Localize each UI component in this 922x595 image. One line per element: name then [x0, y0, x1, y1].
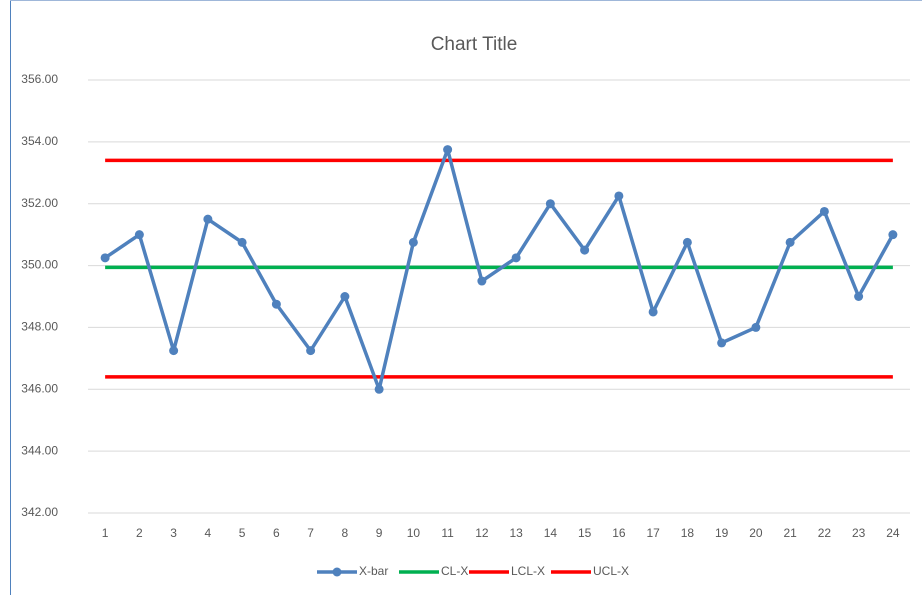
point — [134, 230, 144, 240]
legend-label: UCL-X — [593, 564, 629, 578]
point — [854, 292, 864, 301]
x-tick-label: 12 — [475, 526, 489, 540]
x-tick-label: 3 — [170, 526, 177, 540]
point — [237, 237, 247, 247]
x-tick-label: 19 — [715, 526, 729, 540]
x-tick-label: 9 — [376, 526, 383, 540]
x-tick-label: 5 — [239, 526, 246, 540]
legend-label: CL-X — [441, 564, 468, 578]
point — [545, 199, 555, 209]
x-tick-label: 15 — [578, 526, 592, 540]
x-tick-label: 23 — [852, 526, 866, 540]
point — [271, 299, 281, 309]
y-tick-label: 346.00 — [21, 381, 58, 395]
point — [477, 276, 487, 286]
y-tick-label: 352.00 — [21, 196, 58, 210]
x-tick-label: 21 — [783, 526, 797, 540]
x-tick-label: 22 — [818, 526, 832, 540]
x-tick-label: 6 — [273, 526, 280, 540]
x-tick-label: 17 — [646, 526, 660, 540]
y-tick-label: 344.00 — [21, 443, 58, 457]
x-tick-label: 1 — [102, 526, 109, 540]
legend-label: X-bar — [359, 564, 388, 578]
point — [306, 346, 316, 356]
x-tick-label: 11 — [441, 526, 454, 540]
point — [888, 230, 898, 240]
x-tick-label: 10 — [407, 526, 421, 540]
x-tick-label: 2 — [136, 526, 143, 540]
point — [100, 253, 110, 263]
y-tick-label: 350.00 — [21, 258, 58, 272]
point — [819, 206, 829, 216]
x-tick-label: 20 — [749, 526, 763, 540]
point — [751, 322, 761, 332]
point — [614, 191, 624, 201]
x-tick-label: 13 — [509, 526, 523, 540]
chart-title: Chart Title — [431, 34, 518, 55]
point — [408, 237, 418, 247]
point — [648, 307, 658, 317]
y-tick-label: 342.00 — [21, 505, 58, 519]
point — [511, 253, 521, 263]
x-tick-label: 8 — [342, 526, 349, 540]
series-line — [104, 147, 895, 392]
x-tick-label: 7 — [307, 526, 314, 540]
point — [340, 292, 350, 301]
x-tick-label: 18 — [681, 526, 695, 540]
point — [580, 245, 590, 255]
point — [203, 214, 213, 224]
point — [169, 346, 179, 356]
x-tick-label: 4 — [205, 526, 212, 540]
y-tick-label: 354.00 — [21, 134, 58, 148]
point — [443, 145, 453, 155]
x-tick-label: 24 — [886, 526, 900, 540]
point — [717, 338, 727, 348]
point — [682, 237, 692, 247]
x-tick-label: 16 — [612, 526, 626, 540]
y-tick-label: 356.00 — [21, 72, 58, 86]
legend-label: LCL-X — [511, 564, 545, 578]
legend-marker — [332, 567, 342, 577]
y-tick-label: 348.00 — [21, 320, 58, 334]
x-tick-label: 14 — [544, 526, 558, 540]
point — [785, 237, 795, 247]
point — [374, 384, 384, 394]
